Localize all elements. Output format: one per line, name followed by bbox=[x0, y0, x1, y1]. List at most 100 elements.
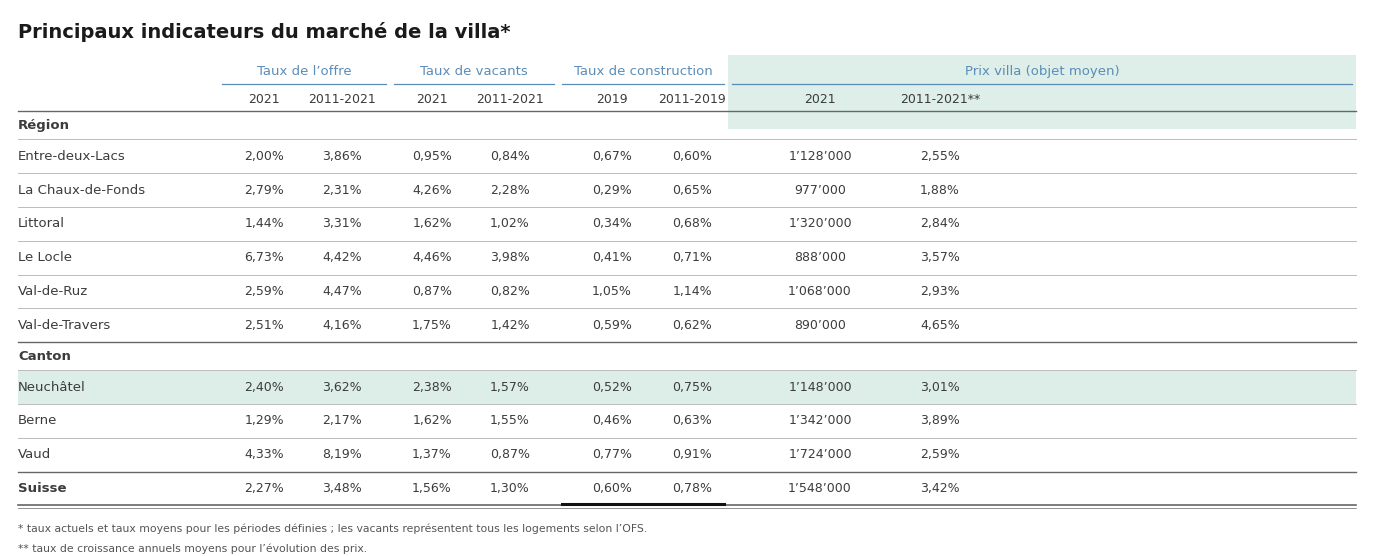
Text: 0,68%: 0,68% bbox=[672, 217, 712, 230]
Text: 1,57%: 1,57% bbox=[491, 380, 530, 394]
Text: 2,55%: 2,55% bbox=[921, 150, 960, 163]
Text: 0,71%: 0,71% bbox=[672, 251, 712, 264]
Text: 0,87%: 0,87% bbox=[491, 448, 530, 461]
Text: 2,38%: 2,38% bbox=[412, 380, 452, 394]
Text: 4,16%: 4,16% bbox=[322, 319, 361, 332]
Text: 0,41%: 0,41% bbox=[592, 251, 632, 264]
Text: 0,91%: 0,91% bbox=[672, 448, 712, 461]
Text: 3,48%: 3,48% bbox=[322, 482, 361, 495]
Text: 2019: 2019 bbox=[596, 93, 628, 106]
Text: 1,37%: 1,37% bbox=[412, 448, 452, 461]
Text: Région: Région bbox=[18, 119, 70, 132]
Text: 1,14%: 1,14% bbox=[672, 285, 712, 298]
Text: 1,30%: 1,30% bbox=[491, 482, 530, 495]
Text: Val-de-Travers: Val-de-Travers bbox=[18, 319, 111, 332]
Text: 1’320’000: 1’320’000 bbox=[789, 217, 852, 230]
Text: 3,86%: 3,86% bbox=[322, 150, 361, 163]
Text: 4,26%: 4,26% bbox=[412, 183, 452, 196]
Text: 0,84%: 0,84% bbox=[491, 150, 530, 163]
Text: 2021: 2021 bbox=[804, 93, 835, 106]
Text: 3,57%: 3,57% bbox=[921, 251, 960, 264]
Text: 4,42%: 4,42% bbox=[322, 251, 361, 264]
Text: Taux de vacants: Taux de vacants bbox=[420, 65, 528, 78]
Text: 2,31%: 2,31% bbox=[322, 183, 361, 196]
Text: 8,19%: 8,19% bbox=[322, 448, 361, 461]
Text: 890’000: 890’000 bbox=[794, 319, 846, 332]
Text: 0,34%: 0,34% bbox=[592, 217, 632, 230]
Text: 2,28%: 2,28% bbox=[491, 183, 530, 196]
Text: Prix villa (objet moyen): Prix villa (objet moyen) bbox=[965, 65, 1120, 78]
Text: 1,62%: 1,62% bbox=[412, 414, 452, 428]
FancyBboxPatch shape bbox=[18, 370, 1356, 404]
Text: Principaux indicateurs du marché de la villa*: Principaux indicateurs du marché de la v… bbox=[18, 22, 511, 42]
Text: 1,55%: 1,55% bbox=[491, 414, 530, 428]
Text: 2,27%: 2,27% bbox=[245, 482, 284, 495]
Text: 1,44%: 1,44% bbox=[245, 217, 284, 230]
Text: 6,73%: 6,73% bbox=[245, 251, 284, 264]
Text: 2,40%: 2,40% bbox=[245, 380, 284, 394]
Text: 2,79%: 2,79% bbox=[245, 183, 284, 196]
Text: 0,78%: 0,78% bbox=[672, 482, 712, 495]
Text: La Chaux-de-Fonds: La Chaux-de-Fonds bbox=[18, 183, 146, 196]
Text: Val-de-Ruz: Val-de-Ruz bbox=[18, 285, 88, 298]
Text: 0,67%: 0,67% bbox=[592, 150, 632, 163]
Text: 0,95%: 0,95% bbox=[412, 150, 452, 163]
Text: 3,62%: 3,62% bbox=[322, 380, 361, 394]
Text: 0,63%: 0,63% bbox=[672, 414, 712, 428]
Text: 0,46%: 0,46% bbox=[592, 414, 632, 428]
Text: 2,00%: 2,00% bbox=[245, 150, 284, 163]
Text: 1,42%: 1,42% bbox=[491, 319, 530, 332]
Text: 1’548’000: 1’548’000 bbox=[789, 482, 852, 495]
Text: 0,65%: 0,65% bbox=[672, 183, 712, 196]
Text: 2,84%: 2,84% bbox=[921, 217, 960, 230]
Text: 0,60%: 0,60% bbox=[672, 150, 712, 163]
Text: 1,56%: 1,56% bbox=[412, 482, 452, 495]
Text: 3,31%: 3,31% bbox=[322, 217, 361, 230]
Text: 4,65%: 4,65% bbox=[921, 319, 960, 332]
Text: 4,47%: 4,47% bbox=[322, 285, 361, 298]
Text: 1’128’000: 1’128’000 bbox=[789, 150, 852, 163]
Text: 0,82%: 0,82% bbox=[491, 285, 530, 298]
Text: 1,02%: 1,02% bbox=[491, 217, 530, 230]
Text: Entre-deux-Lacs: Entre-deux-Lacs bbox=[18, 150, 126, 163]
Text: 0,77%: 0,77% bbox=[592, 448, 632, 461]
Text: 2021: 2021 bbox=[416, 93, 448, 106]
Text: 1’724’000: 1’724’000 bbox=[789, 448, 852, 461]
Text: Le Locle: Le Locle bbox=[18, 251, 71, 264]
Text: 0,87%: 0,87% bbox=[412, 285, 452, 298]
Text: 2,59%: 2,59% bbox=[921, 448, 960, 461]
Text: 0,60%: 0,60% bbox=[592, 482, 632, 495]
Text: 4,46%: 4,46% bbox=[412, 251, 452, 264]
Text: 2,59%: 2,59% bbox=[245, 285, 284, 298]
Text: * taux actuels et taux moyens pour les périodes définies ; les vacants représent: * taux actuels et taux moyens pour les p… bbox=[18, 523, 647, 534]
Text: 2,17%: 2,17% bbox=[322, 414, 361, 428]
Text: 2021: 2021 bbox=[249, 93, 280, 106]
Text: 2011-2019: 2011-2019 bbox=[658, 93, 725, 106]
Text: 1’148’000: 1’148’000 bbox=[789, 380, 852, 394]
Text: 3,89%: 3,89% bbox=[921, 414, 960, 428]
Text: 3,98%: 3,98% bbox=[491, 251, 530, 264]
Text: Littoral: Littoral bbox=[18, 217, 65, 230]
Text: 2011-2021: 2011-2021 bbox=[308, 93, 376, 106]
Text: 2,93%: 2,93% bbox=[921, 285, 960, 298]
Text: 1’068’000: 1’068’000 bbox=[789, 285, 852, 298]
Text: Vaud: Vaud bbox=[18, 448, 51, 461]
Text: Neuchâtel: Neuchâtel bbox=[18, 380, 85, 394]
Text: 4,33%: 4,33% bbox=[245, 448, 284, 461]
Text: 0,52%: 0,52% bbox=[592, 380, 632, 394]
Text: 0,59%: 0,59% bbox=[592, 319, 632, 332]
Text: 1’342’000: 1’342’000 bbox=[789, 414, 852, 428]
Text: 888’000: 888’000 bbox=[794, 251, 846, 264]
Text: 0,29%: 0,29% bbox=[592, 183, 632, 196]
Text: 3,01%: 3,01% bbox=[921, 380, 960, 394]
Text: Taux de l’offre: Taux de l’offre bbox=[257, 65, 352, 78]
FancyBboxPatch shape bbox=[728, 54, 1356, 130]
Text: 2011-2021: 2011-2021 bbox=[477, 93, 544, 106]
Text: 1,29%: 1,29% bbox=[245, 414, 284, 428]
Text: 2011-2021**: 2011-2021** bbox=[900, 93, 980, 106]
Text: Berne: Berne bbox=[18, 414, 58, 428]
Text: Canton: Canton bbox=[18, 350, 71, 363]
Text: ** taux de croissance annuels moyens pour l’évolution des prix.: ** taux de croissance annuels moyens pou… bbox=[18, 543, 367, 554]
Text: 3,42%: 3,42% bbox=[921, 482, 960, 495]
Text: 1,75%: 1,75% bbox=[412, 319, 452, 332]
